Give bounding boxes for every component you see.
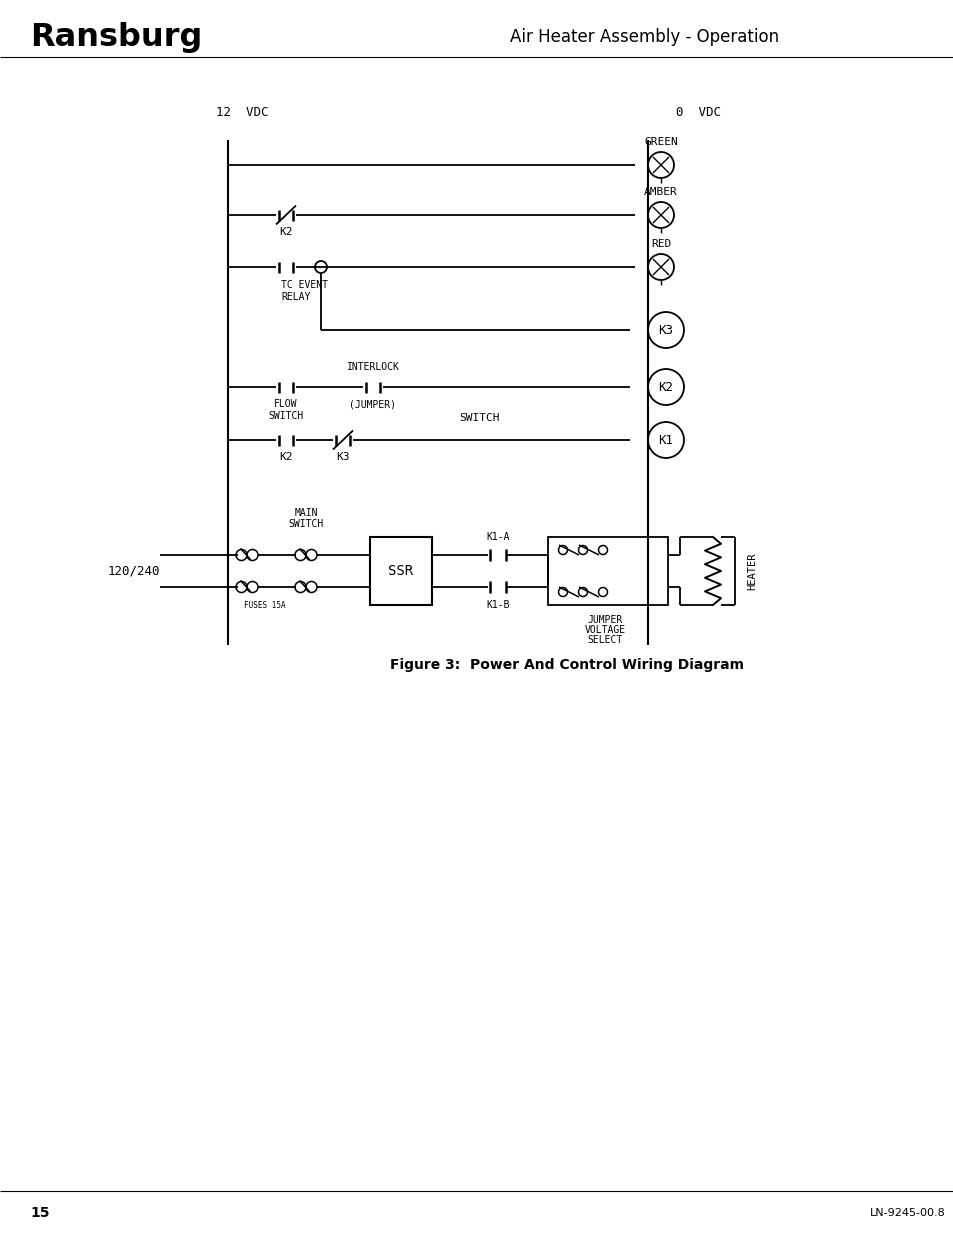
Text: SWITCH: SWITCH	[288, 519, 323, 529]
Text: RELAY: RELAY	[281, 291, 310, 303]
Text: K2: K2	[658, 380, 673, 394]
Text: Figure 3:  Power And Control Wiring Diagram: Figure 3: Power And Control Wiring Diagr…	[390, 658, 743, 672]
Circle shape	[578, 588, 587, 597]
Text: TC EVENT: TC EVENT	[281, 280, 328, 290]
Circle shape	[598, 588, 607, 597]
Text: FLOW: FLOW	[274, 399, 297, 409]
Text: VOLTAGE: VOLTAGE	[584, 625, 625, 635]
Text: SELECT: SELECT	[587, 635, 622, 645]
Text: 0  VDC: 0 VDC	[676, 105, 720, 119]
Circle shape	[558, 546, 567, 555]
Text: 15: 15	[30, 1207, 50, 1220]
Text: K2: K2	[279, 227, 293, 237]
Text: 120/240: 120/240	[108, 564, 160, 578]
Circle shape	[578, 546, 587, 555]
Text: Ransburg: Ransburg	[30, 21, 202, 53]
Text: K1-B: K1-B	[486, 600, 509, 610]
Text: MAIN: MAIN	[294, 508, 317, 517]
Text: SWITCH: SWITCH	[459, 412, 499, 424]
Text: GREEN: GREEN	[643, 137, 678, 147]
Text: (JUMPER): (JUMPER)	[349, 399, 396, 409]
Text: LN-9245-00.8: LN-9245-00.8	[869, 1208, 944, 1218]
Text: HEATER: HEATER	[746, 552, 757, 590]
Text: K1: K1	[658, 433, 673, 447]
Text: K3: K3	[335, 452, 350, 462]
Bar	[370, 537, 432, 605]
Text: K2: K2	[279, 452, 293, 462]
Text: K1-A: K1-A	[486, 532, 509, 542]
Circle shape	[598, 546, 607, 555]
Text: SSR: SSR	[388, 564, 414, 578]
Circle shape	[558, 588, 567, 597]
Text: JUMPER: JUMPER	[587, 615, 622, 625]
Text: K3: K3	[658, 324, 673, 336]
Text: SWITCH: SWITCH	[268, 411, 303, 421]
Text: INTERLOCK: INTERLOCK	[346, 362, 399, 372]
Text: RED: RED	[650, 240, 670, 249]
Text: AMBER: AMBER	[643, 186, 678, 198]
Text: Air Heater Assembly - Operation: Air Heater Assembly - Operation	[510, 28, 779, 46]
Text: FUSES 15A: FUSES 15A	[244, 600, 286, 610]
Bar	[547, 537, 667, 605]
Text: 12  VDC: 12 VDC	[215, 105, 268, 119]
